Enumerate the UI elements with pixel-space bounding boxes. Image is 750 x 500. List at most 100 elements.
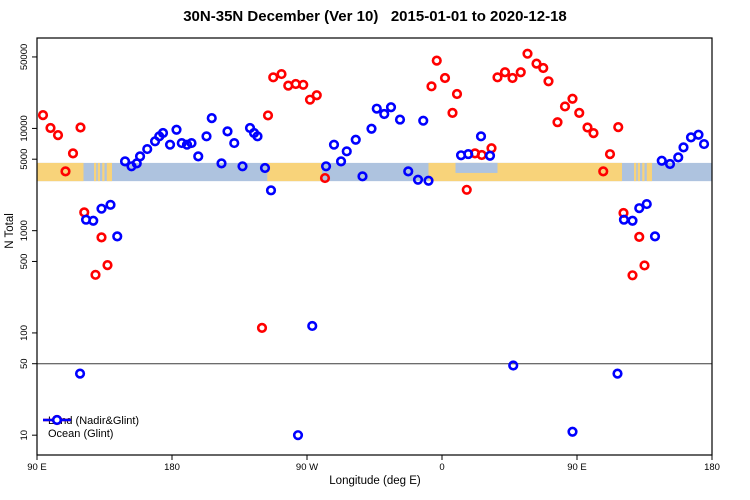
data-point-ocean (357, 171, 368, 182)
map-band-land (102, 162, 105, 182)
data-point-land (543, 76, 554, 87)
data-point-ocean (171, 124, 182, 135)
legend: Land (Nadir&Glint) Ocean (Glint) (41, 414, 139, 440)
map-band-land (106, 162, 112, 182)
x-tick-label: 0 (439, 462, 444, 473)
x-tick-label: 180 (704, 462, 720, 473)
data-point-land (52, 130, 64, 141)
chart-title: 30N-35N December (Ver 10) 2015-01-01 to … (183, 8, 567, 25)
data-point-land (319, 172, 331, 184)
data-point-land (567, 93, 578, 104)
data-point-land (574, 107, 585, 118)
data-point-land (256, 322, 268, 333)
data-point-ocean (656, 155, 667, 166)
data-point-land (507, 72, 518, 84)
data-point-ocean (634, 203, 645, 214)
data-point-ocean (412, 174, 424, 185)
data-point-ocean (292, 430, 304, 441)
legend-item-ocean: Ocean (Glint) (41, 414, 139, 440)
data-point-ocean (252, 131, 263, 142)
data-point-ocean (157, 127, 169, 139)
data-point-land (634, 231, 645, 242)
data-point-land (262, 110, 274, 121)
legend-symbol-ocean (43, 414, 71, 426)
y-tick-label: 50 (19, 358, 30, 369)
data-point-land (37, 109, 49, 121)
data-point-ocean (307, 320, 318, 332)
data-point-ocean (206, 113, 217, 124)
data-point-land (559, 101, 571, 112)
data-point-land (451, 88, 463, 100)
data-point-land (439, 72, 451, 84)
data-point-ocean (627, 215, 638, 226)
data-point-land (447, 107, 458, 118)
x-axis-title: Longitude (deg E) (329, 475, 421, 487)
data-point-ocean (698, 138, 710, 150)
data-point-ocean (341, 146, 352, 157)
data-point-ocean (105, 199, 116, 210)
data-point-ocean (350, 134, 361, 145)
data-point-ocean (385, 102, 397, 113)
data-point-ocean (423, 175, 434, 186)
data-point-ocean (112, 231, 123, 242)
data-point-land (461, 184, 472, 195)
data-point-land (431, 55, 442, 66)
data-point-ocean (403, 166, 414, 177)
data-point-ocean (201, 131, 212, 142)
map-band-land (642, 162, 645, 182)
data-point-ocean (193, 151, 204, 162)
data-point-land (67, 148, 79, 159)
map-band-land (267, 162, 322, 182)
map-band-land (646, 162, 652, 182)
data-point-ocean (366, 123, 377, 134)
data-point-ocean (259, 162, 271, 174)
data-point-ocean (418, 115, 429, 126)
data-point-land (627, 270, 638, 281)
y-tick-label: 500 (19, 254, 30, 270)
data-point-land (304, 94, 316, 105)
data-point-land (268, 72, 279, 83)
data-point-ocean (664, 158, 676, 170)
data-point-ocean (88, 215, 99, 226)
plot-border (36, 37, 713, 456)
data-point-land (102, 260, 113, 271)
data-point-land (45, 122, 56, 134)
data-point-ocean (74, 368, 86, 379)
x-tick-label: 90 W (296, 462, 318, 473)
data-point-ocean (216, 158, 227, 169)
data-point-ocean (186, 137, 197, 149)
data-point-ocean (649, 231, 661, 242)
data-point-ocean (96, 203, 107, 214)
legend-label-ocean: Ocean (Glint) (48, 427, 114, 440)
data-point-ocean (176, 137, 187, 149)
data-point-ocean (394, 114, 406, 125)
data-point-ocean (678, 142, 689, 153)
y-tick-label: 50000 (19, 44, 30, 70)
data-point-ocean (673, 152, 684, 163)
data-point-ocean (371, 103, 382, 114)
data-point-land (75, 122, 86, 133)
data-point-land (298, 79, 309, 90)
map-band-land (97, 162, 100, 182)
data-point-ocean (618, 214, 630, 225)
data-point-ocean (222, 126, 233, 137)
data-point-land (476, 149, 487, 161)
x-tick-label: 180 (164, 462, 180, 473)
data-point-land (60, 166, 71, 177)
data-point-ocean (612, 368, 623, 379)
data-point-ocean (237, 161, 248, 172)
data-point-land (515, 67, 526, 78)
data-point-land (311, 90, 322, 101)
x-tick-label: 90 E (27, 462, 47, 473)
data-point-land (492, 72, 503, 83)
y-tick-label: 10 (19, 430, 30, 441)
data-point-ocean (328, 139, 340, 150)
data-point-ocean (379, 108, 390, 120)
data-point-ocean (475, 131, 487, 142)
data-point-land (538, 62, 549, 74)
data-point-ocean (484, 150, 496, 161)
data-point-ocean (229, 137, 240, 149)
y-tick-label: 5000 (19, 149, 30, 170)
x-tick-label: 90 E (567, 462, 587, 473)
